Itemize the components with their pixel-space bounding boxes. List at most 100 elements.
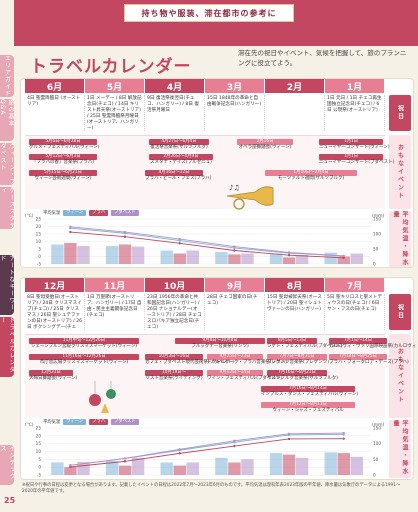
side-tab-0[interactable]: エリアガイド bbox=[0, 55, 14, 97]
axis-unit-rain: (mm) bbox=[372, 213, 385, 219]
tick-label-temp: 10 bbox=[36, 449, 42, 454]
event-name: シェーンブルン宮殿クリスマスマーケット(ウィーン) bbox=[30, 344, 138, 349]
event-date: 10月3日〜16日 bbox=[145, 354, 203, 360]
event-item[interactable]: 7月12日〜8月13日 ウィーン・ジャズ・フェスティバル bbox=[261, 402, 355, 414]
event-item[interactable]: 1月1日 ニューイヤーコンサート(ブダペスト) bbox=[319, 154, 394, 166]
temp-point bbox=[287, 253, 291, 257]
event-item[interactable]: 4月27日〜6月4日 復活祭音楽祭(ザルツブルク) bbox=[149, 139, 209, 151]
month-head: 4月 bbox=[145, 79, 204, 93]
event-name: カルロヴィ・ヴァリ国際映画祭(カルロヴィ・ヴァリ) bbox=[329, 344, 418, 349]
event-item[interactable]: 2月16日 オペラ座舞踏会(ウィーン) bbox=[237, 139, 293, 151]
holiday-cell: 9日 復活祭後翌日(チェコ、ハンガリー) / 8日 復活祭月曜日 bbox=[145, 95, 205, 131]
event-name: ブラハ・ビール・フェス(プラハ) bbox=[145, 176, 212, 181]
event-date: 5月12日〜6月3日 bbox=[29, 154, 97, 160]
legend-title: 平均気温 bbox=[43, 211, 61, 216]
event-name: ドヴォルザーク・プラハ音楽祭(プラハ) bbox=[207, 360, 287, 365]
tick-label-temp: 0 bbox=[38, 465, 41, 470]
holiday-cell: 15日 聖母被昇天祭(オーストリア) / 20日 聖イシュトヴァーンの日(ハンガ… bbox=[265, 294, 325, 330]
temp-line bbox=[70, 432, 344, 466]
month-head: 10月 bbox=[145, 278, 204, 292]
rain-bar bbox=[160, 250, 173, 264]
event-item[interactable]: 9月12日〜14日 ワイン・フェスティバル(ブダペスト) bbox=[207, 370, 283, 382]
event-name: プラハ・フォークロア・デーズ(プラハ) bbox=[329, 360, 409, 365]
event-item[interactable]: 5月12日〜6月3日 『プラハの春』音楽祭(プラハ) bbox=[29, 154, 97, 166]
rain-bar bbox=[186, 250, 199, 264]
holiday-row-bottom: 8日 聖母受胎日(オーストリア) / 24日 クリスマスイブ(チェコ) / 25… bbox=[25, 294, 385, 330]
event-name: 『プラハの春』音楽祭(プラハ) bbox=[32, 160, 94, 165]
tick-label-rain: 100 bbox=[373, 441, 381, 446]
event-item[interactable]: 11月16日〜12月26日 市庁舎広場クリスマスマーケット(ウィーン) bbox=[29, 354, 139, 366]
side-tab-5[interactable]: トラベルカレンダー bbox=[0, 317, 15, 377]
chart-svg-top: (℃) (mm) -5 0 5 10 15 20 25 0 50 100 150 bbox=[25, 213, 385, 267]
tick-label-temp: 25 bbox=[36, 217, 42, 222]
event-name: シゲト・フェスティバル(ブダペスト) bbox=[267, 344, 343, 349]
event-name: ブレゲンツ音楽祭(ブレゲンツ) bbox=[267, 360, 330, 365]
event-item[interactable]: 11月中旬〜12月26日 シェーンブルン宮殿クリスマスマーケット(ウィーン) bbox=[29, 338, 139, 350]
temp-point bbox=[233, 444, 236, 448]
page-number: 25 bbox=[4, 496, 16, 505]
event-date: 7月7日〜8月31日 bbox=[267, 354, 327, 360]
page-title: トラベルカレンダー bbox=[30, 57, 192, 77]
side-tab-3[interactable]: ケーススタディ bbox=[0, 187, 15, 229]
tick-label-temp: 20 bbox=[36, 224, 42, 229]
event-date: 7月12日〜8月13日 bbox=[261, 402, 355, 408]
event-date: 2月26日〜4月9日 bbox=[149, 154, 213, 160]
temp-point bbox=[123, 235, 127, 238]
event-item[interactable]: 7月16日〜8月21日 ザルツブルク音楽祭(ザルツブルク) bbox=[267, 370, 339, 382]
temp-line bbox=[70, 438, 344, 468]
event-item[interactable]: 5月15日〜6月21日 ウィーン芸術週間(ウィーン) bbox=[29, 170, 97, 182]
holiday-cell: 8日 聖母受胎日(オーストリア) / 24日 クリスマスイブ(チェコ) / 25… bbox=[25, 294, 85, 330]
event-item[interactable]: 7月14日〜8月25日 プラハ・フォークロア・デーズ(プラハ) bbox=[329, 354, 409, 366]
temp-point bbox=[123, 460, 127, 463]
event-date: 9月25日〜23日 bbox=[207, 354, 263, 360]
temp-line bbox=[70, 226, 344, 257]
event-date: 9月12日〜14日 bbox=[207, 370, 263, 376]
event-name: モーツァルト週間(ザルツブルク) bbox=[277, 176, 345, 181]
event-date: 12月31日 bbox=[29, 370, 73, 376]
event-item[interactable]: 9月8日〜10月8日 ブルックナー音楽祭(リンツ) bbox=[175, 338, 265, 350]
event-name: ワイン・フェスティバル(ブダペスト) bbox=[207, 376, 283, 381]
event-item[interactable]: 7月16日〜8月14日 インプルス・ダンス・フェスティバル(ウィーン) bbox=[261, 386, 358, 398]
event-item[interactable]: 4月16日〜12日 ブラハ・ビール・フェス(プラハ) bbox=[145, 170, 212, 182]
temp-point bbox=[69, 225, 72, 228]
chart-svg-bottom: (℃) (mm) -5 0 5 10 15 20 25 0 50 100 150 bbox=[25, 422, 385, 478]
event-name: ニューイヤーコンサート(ウィーン) bbox=[319, 145, 390, 150]
rain-bar bbox=[282, 257, 296, 264]
rain-bar bbox=[173, 465, 186, 475]
tick-label-temp: 15 bbox=[36, 232, 42, 237]
event-item[interactable]: 12月31日 大晦日舞踏会(ウィーン) bbox=[29, 370, 77, 382]
tick-label-temp: 25 bbox=[36, 426, 42, 431]
event-name: ザルツブルク音楽祭(ザルツブルク) bbox=[267, 376, 339, 381]
event-item[interactable]: 2月26日〜4月9日 スメタナ・デイズ(プルゼニュ) bbox=[149, 154, 213, 166]
tick-label-temp: 20 bbox=[36, 433, 42, 438]
side-tab-6[interactable]: インデックス bbox=[0, 445, 15, 485]
event-name: カフェ・ブダペスト現代芸術祭(ブダペスト) bbox=[145, 360, 235, 365]
temp-point bbox=[342, 437, 345, 440]
side-tab-4[interactable]: アートなキーワード bbox=[0, 255, 15, 315]
side-tab-1[interactable]: 旅の基本Q&A bbox=[0, 99, 14, 141]
month-head: 6月 bbox=[25, 79, 84, 93]
event-item[interactable]: 8月5日〜13日 シゲト・フェスティバル(ブダペスト) bbox=[267, 338, 343, 350]
event-item[interactable]: 10月3日〜16日 カフェ・ブダペスト現代芸術祭(ブダペスト) bbox=[145, 354, 235, 366]
legend-budapest: ブダペスト bbox=[111, 210, 139, 216]
legend-vienna: ウィーン bbox=[63, 419, 87, 425]
holiday-cell: 5日 聖キリロスと聖メトディウスの日(チェコ) / 6日 ヤン・フスの日(チェコ… bbox=[325, 294, 385, 330]
events-label: おもなイベント bbox=[389, 334, 411, 418]
panel-jan-jun: 6月 5月 4月 3月 2月 1月 祝日 4日 聖霊降臨日 (オーストリア) 1… bbox=[20, 78, 414, 268]
temp-point bbox=[178, 237, 181, 241]
rain-bar bbox=[186, 462, 199, 475]
event-item[interactable]: 7月7日〜8月31日 ブレゲンツ音楽祭(ブレゲンツ) bbox=[267, 354, 330, 366]
side-tab-2[interactable]: ウィーン・ブダペスト bbox=[0, 143, 15, 185]
tick-label-rain: 0 bbox=[373, 473, 376, 478]
event-date: 10月19日〜 bbox=[145, 370, 203, 376]
event-item[interactable]: 1月1日 ニューイヤーコンサート(ウィーン) bbox=[319, 139, 390, 151]
event-item[interactable]: 10月19日〜 リスト音楽祭(ライディング) bbox=[145, 370, 203, 382]
climate-chart-bottom: 平均気温 ウィーン プラハ ブダペスト (℃) (mm) -5 0 5 10 15 20 25 0… bbox=[25, 419, 385, 479]
event-item[interactable]: 1月19日〜2月4日 モーツァルト週間(ザルツブルク) bbox=[265, 170, 357, 182]
intro-text: 滞在先の祝日やイベント、気候を把握して、旅のプランニングに役立てよう。 bbox=[238, 49, 407, 67]
event-item[interactable]: 9月25日〜23日 ドヴォルザーク・プラハ音楽祭(プラハ) bbox=[207, 354, 287, 366]
event-date: 7月1日〜14日 bbox=[329, 338, 387, 344]
month-head: 1月 bbox=[325, 79, 384, 93]
event-item[interactable]: 5月6日〜6月28日 グルメ・フェスティバル(ウィーン) bbox=[29, 139, 100, 151]
